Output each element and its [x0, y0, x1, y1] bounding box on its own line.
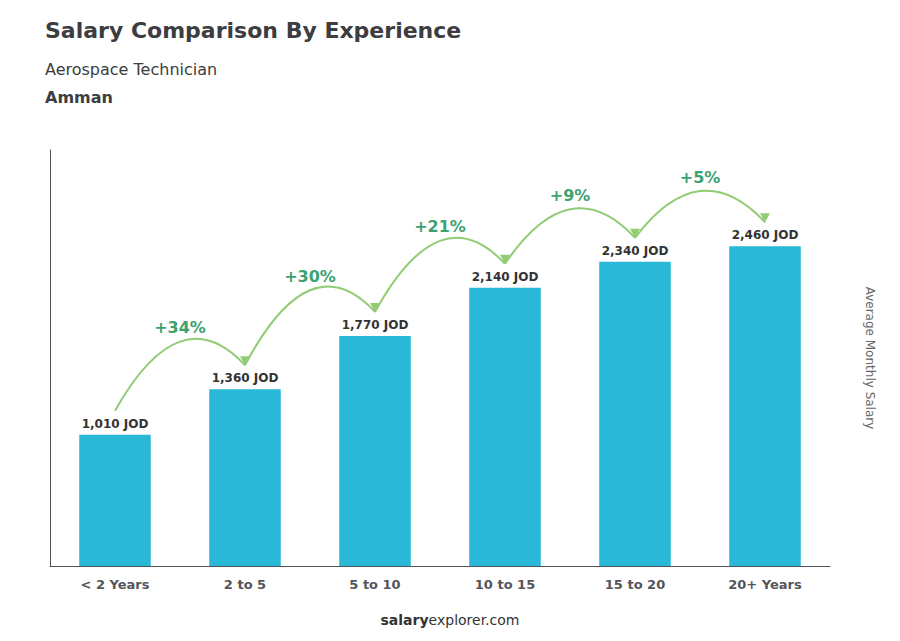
- svg-text:2,460 JOD: 2,460 JOD: [732, 228, 799, 242]
- svg-text:1,010 JOD: 1,010 JOD: [82, 417, 149, 431]
- svg-text:1,360 JOD: 1,360 JOD: [212, 371, 279, 385]
- svg-text:2,340 JOD: 2,340 JOD: [602, 244, 669, 258]
- svg-text:2 to 5: 2 to 5: [224, 577, 266, 592]
- svg-text:20+ Years: 20+ Years: [728, 577, 802, 592]
- svg-text:2,140 JOD: 2,140 JOD: [472, 270, 539, 284]
- svg-text:5 to 10: 5 to 10: [349, 577, 400, 592]
- svg-text:+21%: +21%: [414, 217, 466, 236]
- svg-text:Salary Comparison By Experienc: Salary Comparison By Experience: [45, 18, 461, 43]
- svg-text:explorer.com: explorer.com: [429, 612, 520, 628]
- svg-text:+30%: +30%: [284, 267, 336, 286]
- svg-text:15 to 20: 15 to 20: [605, 577, 665, 592]
- svg-text:salary: salary: [381, 612, 429, 628]
- svg-text:< 2 Years: < 2 Years: [81, 577, 150, 592]
- svg-text:Aerospace Technician: Aerospace Technician: [45, 60, 217, 79]
- svg-text:1,770 JOD: 1,770 JOD: [342, 318, 409, 332]
- svg-text:10 to 15: 10 to 15: [475, 577, 535, 592]
- svg-text:Amman: Amman: [45, 88, 113, 107]
- svg-text:+5%: +5%: [680, 168, 721, 187]
- svg-text:Average Monthly Salary: Average Monthly Salary: [863, 287, 877, 430]
- svg-text:+34%: +34%: [154, 318, 206, 337]
- svg-text:+9%: +9%: [550, 186, 591, 205]
